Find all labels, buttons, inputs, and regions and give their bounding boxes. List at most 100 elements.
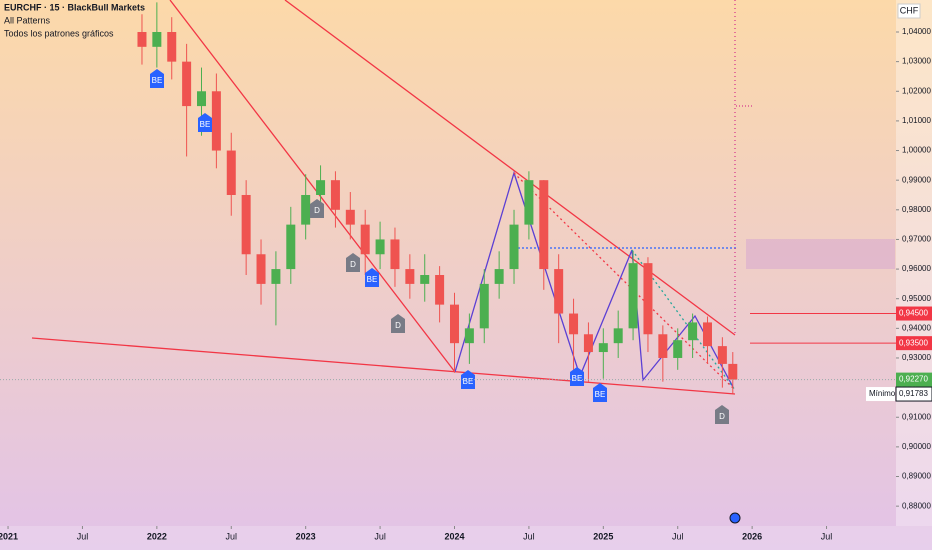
x-tick-label: 2026 [742,531,762,541]
x-tick-label: 2021 [0,531,18,541]
indicator[interactable]: All Patterns [4,15,51,25]
pattern-label[interactable]: D [350,260,356,269]
candle-body [360,224,370,255]
price-tag-label: 0,92270 [899,375,928,384]
candle-body [628,263,638,329]
candle-body [286,224,296,270]
candle-body [301,194,311,225]
candle-body [494,269,504,284]
pattern-label[interactable]: BE [367,275,378,284]
candle-body [598,343,608,353]
y-tick-label: 0,99000 [902,175,931,184]
price-tag-label: 0,94500 [899,309,928,318]
x-tick-label: Jul [821,531,833,541]
candle-body [583,334,593,353]
candle-body [613,328,623,344]
y-tick-label: 1,03000 [902,57,931,66]
pattern-label[interactable]: D [314,206,320,215]
candle-body [717,346,727,364]
pattern-label[interactable]: BE [463,377,474,386]
candle-body [569,313,579,335]
y-tick-label: 0,96000 [902,264,931,273]
x-tick-label: Jul [374,531,386,541]
x-tick-label: Jul [523,531,535,541]
pattern-label[interactable]: BE [572,374,583,383]
pattern-badge [715,405,729,424]
candle-body [167,32,177,62]
pattern-label[interactable]: BE [595,390,606,399]
x-tick-label: 2025 [593,531,613,541]
pattern-label[interactable]: BE [200,120,211,129]
candle-body [524,180,534,225]
pattern-badge [310,199,324,218]
candle-body [688,322,698,341]
candle-body [182,61,192,107]
price-tag-label: 0,91783 [899,389,928,398]
pattern-badge [570,367,584,386]
pattern-badge [391,314,405,333]
pattern-badge [198,113,212,132]
x-tick-label: 2023 [296,531,316,541]
candle-body [464,328,474,344]
y-tick-label: 0,88000 [902,501,931,510]
y-tick-label: 0,97000 [902,235,931,244]
low-tag: Mínimo [869,389,896,398]
y-tick-label: 1,00000 [902,146,931,155]
y-tick-label: 0,95000 [902,294,931,303]
candle-body [241,194,251,255]
chart-title: EURCHF · 15 · BlackBull Markets [4,2,145,12]
candle-body [197,91,207,107]
candle-body [345,209,355,225]
trendline [631,249,736,391]
currency-box[interactable] [897,3,921,19]
pattern-badge [346,253,360,272]
price-tag [896,306,932,321]
candle-body [152,32,162,47]
candle-body [256,254,266,284]
candle-body [390,239,400,270]
y-tick-label: 0,91000 [902,412,931,421]
candle-body [405,269,415,284]
candle-body [271,269,281,284]
tag-box [866,387,895,402]
candle-body [673,340,683,358]
candle-body [449,304,459,344]
candle-body [226,150,236,195]
x-tick-label: 2022 [147,531,167,541]
pattern-badge [593,383,607,402]
candle-body [554,269,564,314]
drawings [31,0,752,395]
y-tick-label: 1,02000 [902,86,931,95]
candle-body [702,322,712,347]
price-tag [895,386,932,402]
x-tick-label: Jul [226,531,238,541]
y-tick-label: 0,93000 [902,353,931,362]
indicator[interactable]: Todos los patrones gráficos [4,28,114,38]
price-tag-label: 0,93500 [899,338,928,347]
x-tick-label: 2024 [444,531,464,541]
candle-body [435,275,445,305]
y-tick-label: 0,90000 [902,442,931,451]
trendline [513,172,736,391]
candle-body [479,283,489,329]
y-tick-label: 0,94000 [902,323,931,332]
x-tick-label: Jul [77,531,89,541]
event-icon[interactable] [729,512,741,524]
price-axis [896,0,932,526]
candle-body [420,275,430,284]
candle-body [728,363,738,380]
y-tick-label: 0,89000 [902,472,931,481]
pattern-label[interactable]: D [395,321,401,330]
y-tick-label: 0,98000 [902,205,931,214]
time-axis [0,526,932,550]
candle-body [539,180,549,270]
candle-body [643,263,653,335]
candle-body [330,180,340,210]
pattern-badge [150,69,164,88]
y-tick-label: 1,04000 [902,27,931,36]
pattern-label[interactable]: BE [152,76,163,85]
price-tag [896,336,932,351]
target-zone [746,239,895,269]
pattern-label[interactable]: D [719,412,725,421]
